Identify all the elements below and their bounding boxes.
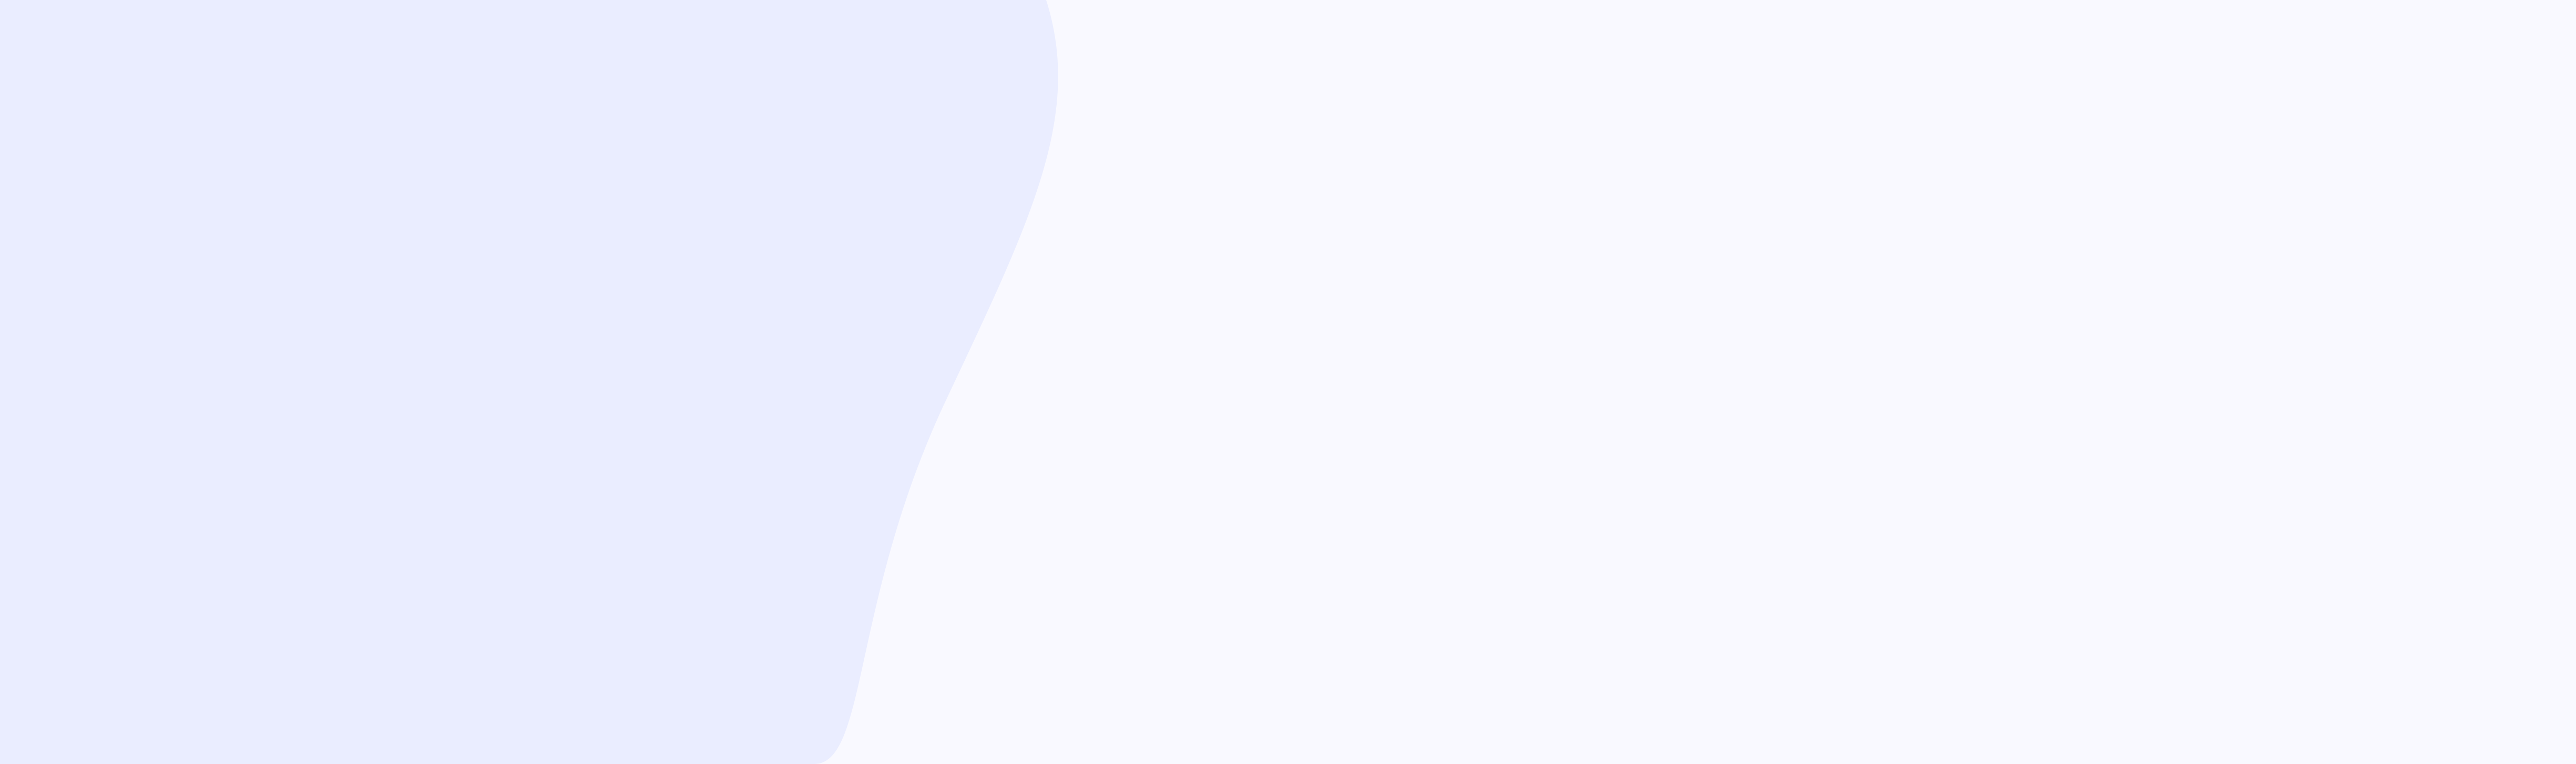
blob-path [0,0,1058,764]
